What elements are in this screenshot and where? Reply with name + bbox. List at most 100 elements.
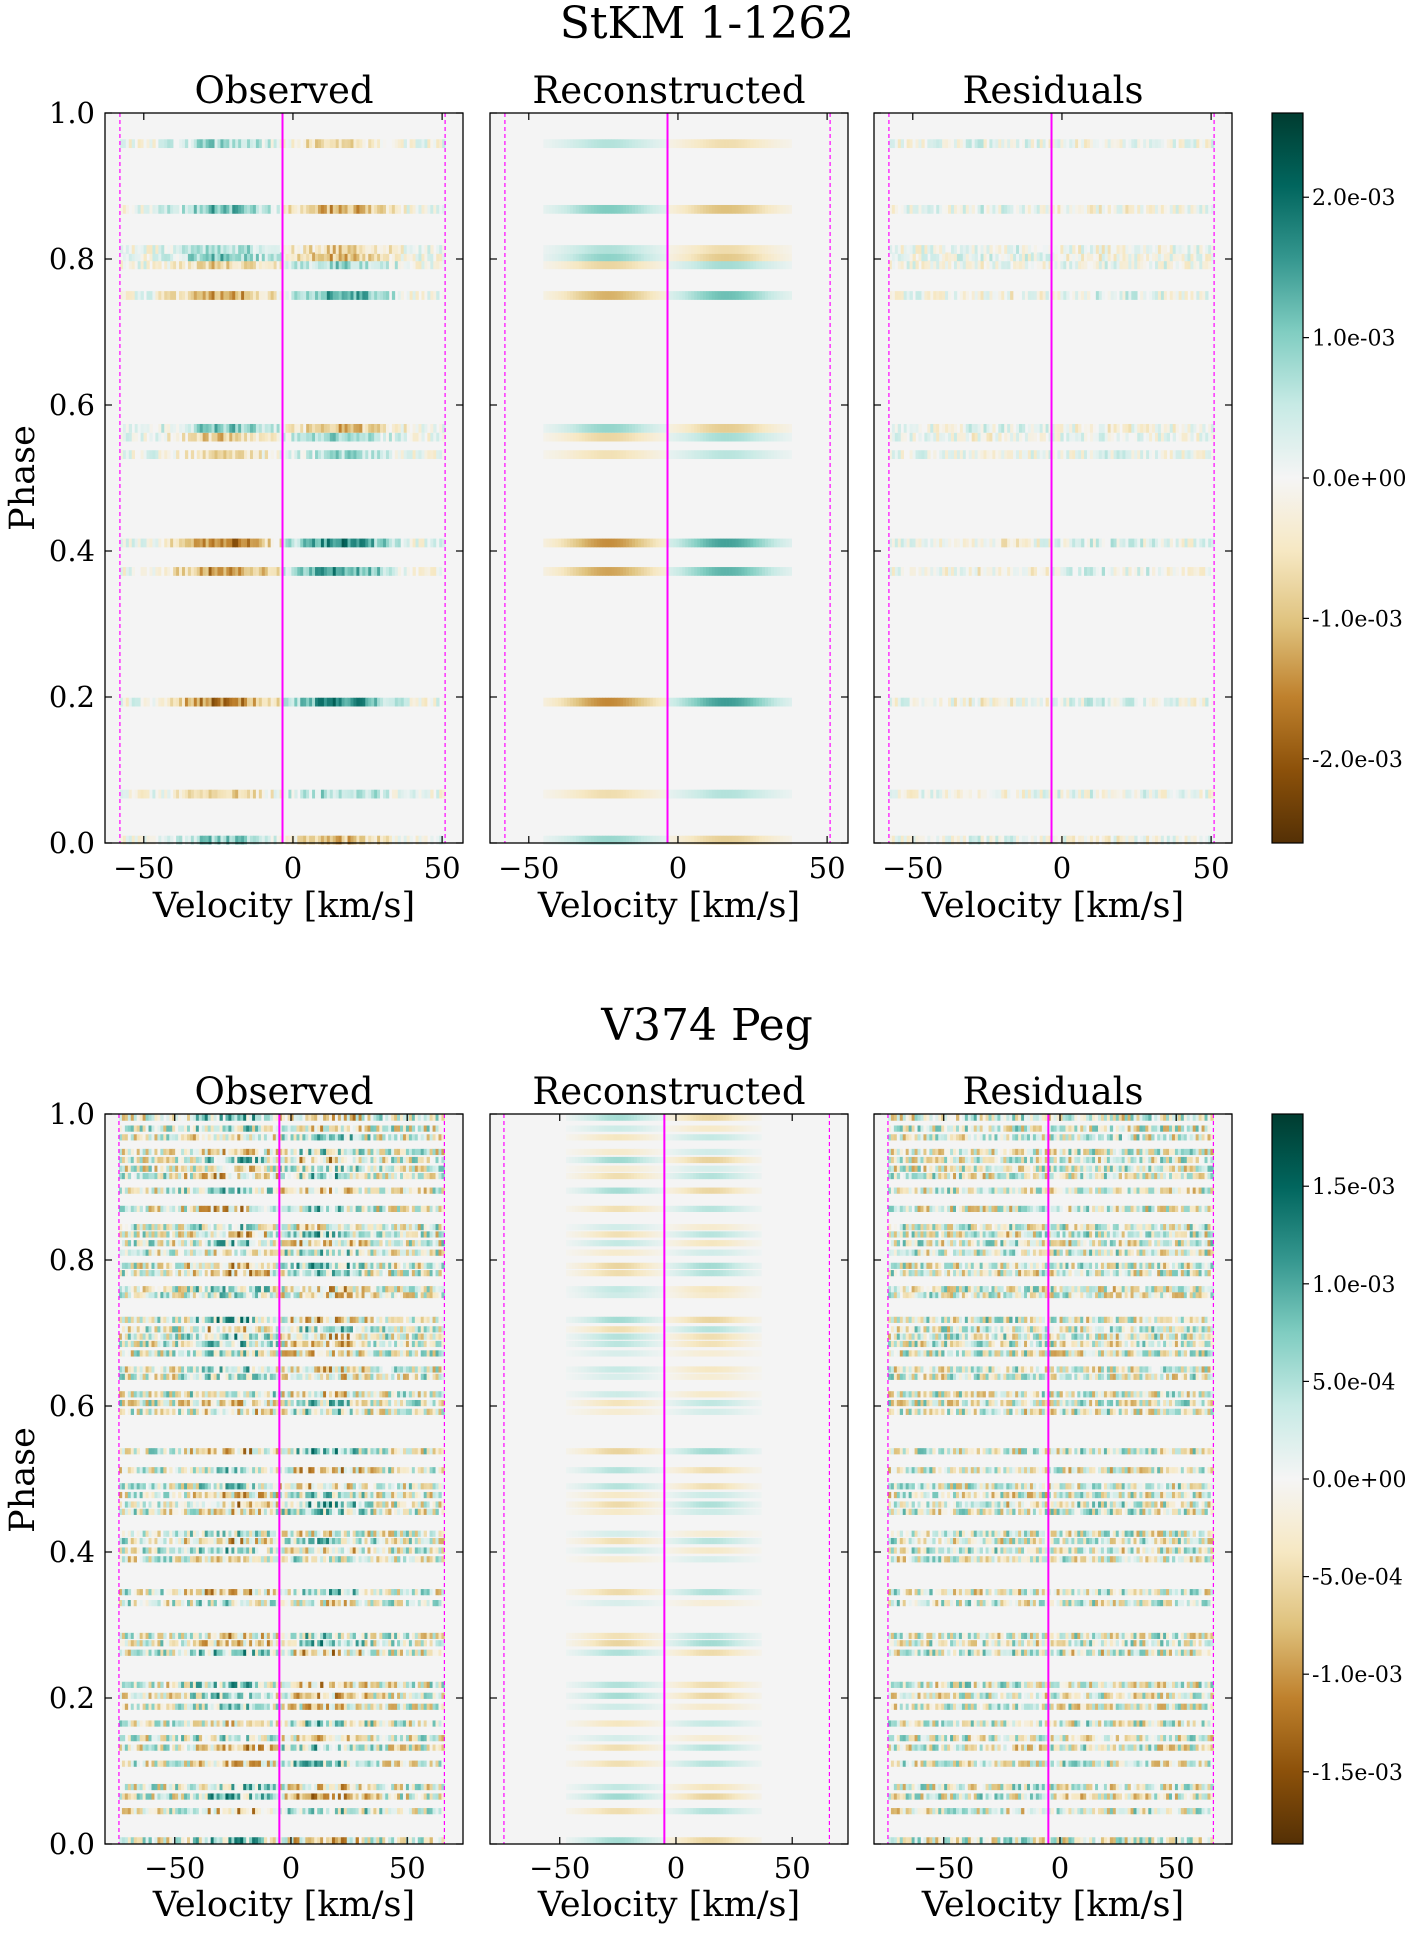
heatmap-cell: [262, 698, 265, 707]
heatmap-cell: [206, 260, 209, 269]
heatmap-cell: [238, 539, 241, 548]
heatmap-cell: [567, 291, 570, 300]
heatmap-cell: [175, 1720, 178, 1726]
heatmap-cell: [315, 698, 318, 707]
heatmap-cell: [200, 245, 203, 254]
heatmap-cell: [144, 433, 147, 442]
heatmap-cell: [158, 245, 161, 254]
heatmap-cell: [786, 139, 789, 148]
heatmap-cell: [333, 450, 336, 459]
heatmap-cell: [626, 260, 629, 269]
heatmap-cell: [144, 424, 147, 433]
heatmap-cell: [561, 260, 564, 269]
heatmap-cell: [330, 790, 333, 799]
heatmap-cell: [433, 567, 436, 576]
heatmap-cell: [170, 424, 173, 433]
heatmap-cell: [1131, 450, 1134, 459]
heatmap-cell: [386, 450, 389, 459]
heatmap-cell: [212, 698, 215, 707]
heatmap-cell: [933, 424, 936, 433]
x-axis-label: Velocity [km/s]: [537, 886, 800, 926]
heatmap-cell: [653, 205, 656, 214]
heatmap-cell: [395, 433, 398, 442]
heatmap-cell: [158, 450, 161, 459]
heatmap-cell: [564, 424, 567, 433]
heatmap-cell: [132, 567, 135, 576]
heatmap-cell: [211, 1837, 214, 1843]
heatmap-cell: [1167, 139, 1170, 148]
heatmap-cell: [374, 291, 377, 300]
heatmap-cell: [561, 245, 564, 254]
heatmap-cell: [573, 424, 576, 433]
heatmap-cell: [753, 291, 756, 300]
heatmap-cell: [197, 698, 200, 707]
heatmap-cell: [718, 205, 721, 214]
heatmap-cell: [730, 433, 733, 442]
heatmap-cell: [588, 245, 591, 254]
heatmap-cell: [638, 433, 641, 442]
heatmap-cell: [744, 450, 747, 459]
heatmap-cell: [138, 260, 141, 269]
heatmap-cell: [573, 539, 576, 548]
heatmap-cell: [638, 567, 641, 576]
heatmap-cell: [333, 698, 336, 707]
heatmap-cell: [209, 433, 212, 442]
heatmap-cell: [777, 139, 780, 148]
heatmap-cell: [400, 1761, 403, 1767]
heatmap-cell: [1208, 205, 1211, 214]
heatmap-cell: [161, 424, 164, 433]
heatmap-cell: [1087, 450, 1090, 459]
heatmap-cell: [1161, 433, 1164, 442]
heatmap-cell: [933, 260, 936, 269]
heatmap-cell: [229, 790, 232, 799]
heatmap-cell: [196, 1761, 199, 1767]
heatmap-cell: [379, 1761, 382, 1767]
heatmap-cell: [1010, 139, 1013, 148]
heatmap-cell: [1158, 139, 1161, 148]
heatmap-cell: [1176, 698, 1179, 707]
heatmap-cell: [662, 450, 665, 459]
heatmap-cell: [164, 291, 167, 300]
heatmap-cell: [308, 1761, 311, 1767]
heatmap-cell: [271, 245, 274, 254]
heatmap-cell: [895, 245, 898, 254]
heatmap-cell: [1028, 205, 1031, 214]
heatmap-cell: [351, 450, 354, 459]
heatmap-cell: [951, 205, 954, 214]
heatmap-cell: [629, 567, 632, 576]
heatmap-cell: [697, 433, 700, 442]
heatmap-cell: [594, 698, 597, 707]
heatmap-cell: [436, 1761, 439, 1767]
heatmap-cell: [410, 790, 413, 799]
heatmap-cell: [237, 1745, 240, 1751]
heatmap-cell: [237, 1793, 240, 1799]
heatmap-cell: [277, 205, 280, 214]
heatmap-cell: [1146, 433, 1149, 442]
heatmap-cell: [223, 1761, 226, 1767]
heatmap-cell: [706, 790, 709, 799]
heatmap-cell: [173, 260, 176, 269]
heatmap-cell: [611, 205, 614, 214]
heatmap-cell: [721, 450, 724, 459]
heatmap-cell: [907, 291, 910, 300]
heatmap-cell: [736, 567, 739, 576]
heatmap-cell: [291, 260, 294, 269]
heatmap-cell: [611, 567, 614, 576]
heatmap-cell: [1093, 245, 1096, 254]
y-tick-label: 0.4: [49, 534, 95, 568]
heatmap-cell: [747, 245, 750, 254]
heatmap-cell: [942, 790, 945, 799]
heatmap-cell: [1057, 567, 1060, 576]
heatmap-cell: [172, 1793, 175, 1799]
x-tick-label: −50: [498, 851, 559, 885]
heatmap-cell: [253, 450, 256, 459]
heatmap-cell: [750, 698, 753, 707]
heatmap-cell: [777, 539, 780, 548]
heatmap-cell: [359, 698, 362, 707]
heatmap-cell: [379, 1808, 382, 1814]
heatmap-cell: [762, 205, 765, 214]
heatmap-cell: [305, 1745, 308, 1751]
heatmap-cell: [759, 245, 762, 254]
heatmap-cell: [365, 260, 368, 269]
heatmap-cell: [123, 450, 126, 459]
